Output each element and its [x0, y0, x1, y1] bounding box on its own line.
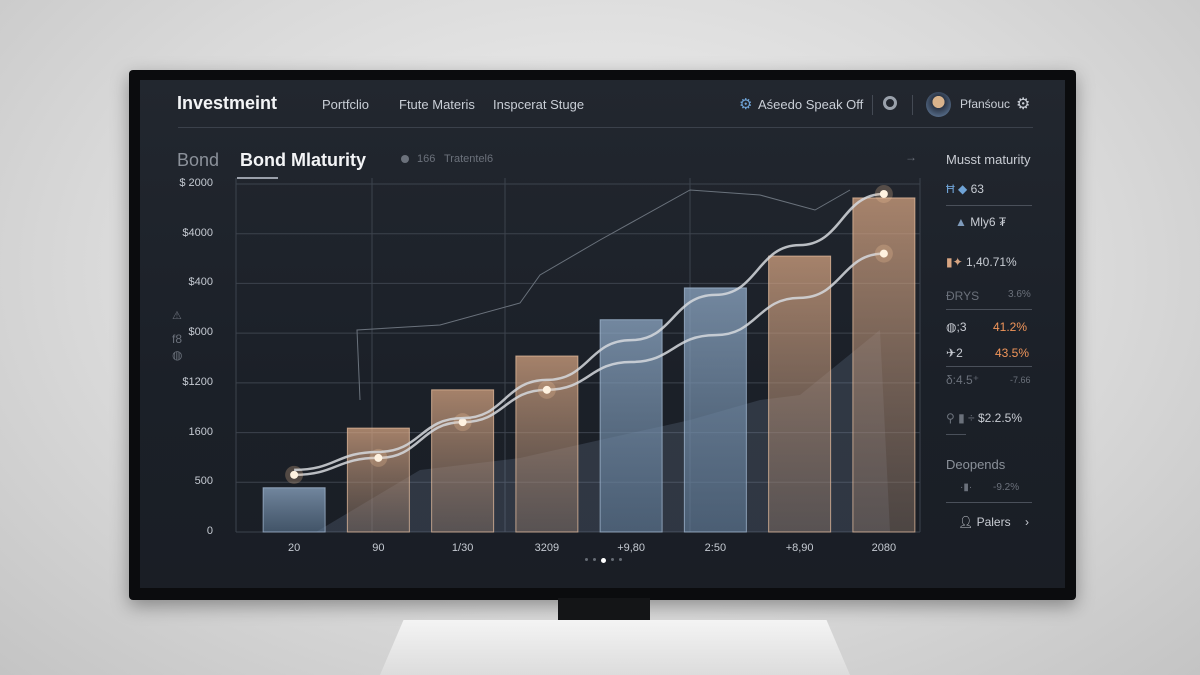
sidebar-row-2: ▲ Mly6 ₮: [955, 215, 1006, 229]
row-4-label: ĐRYS: [946, 289, 980, 303]
active-tab-underline: [237, 177, 278, 179]
indicator-count: 166: [417, 153, 436, 165]
row-9-value: -9.2%: [993, 482, 1020, 493]
row-6-value: 43.5%: [995, 346, 1030, 360]
person-icon: ⚲ ▮ ÷: [946, 411, 978, 425]
y-tick-label: 500: [194, 475, 213, 488]
bar: [599, 319, 663, 533]
x-tick-label: 3209: [534, 542, 560, 554]
user-icon: 👤︎: [958, 515, 977, 529]
x-tick-label: 90: [372, 542, 385, 554]
divider: [872, 95, 873, 115]
row-2-value: Mly6 ₮: [970, 215, 1007, 229]
x-tick-label: +8,90: [785, 542, 814, 554]
page-dot[interactable]: [585, 558, 588, 561]
plane-icon: ✈: [946, 346, 957, 360]
data-point: [879, 189, 888, 198]
sidebar-row-6: ✈2: [946, 346, 963, 360]
bar: [262, 487, 326, 533]
x-tick-label: 2080: [871, 542, 897, 554]
nav-future-materials[interactable]: Ftute Materis: [399, 97, 475, 112]
y-tick-label: 0: [206, 525, 213, 537]
row-7-value: -7.66: [1010, 375, 1031, 385]
divider: [946, 205, 1032, 206]
divider: [912, 95, 913, 115]
app-brand: Investmeint: [177, 93, 278, 113]
chevron-right-icon[interactable]: ›: [1025, 515, 1029, 529]
divider: [946, 502, 1032, 503]
data-point: [290, 470, 299, 479]
bar: [515, 355, 579, 533]
page-dot[interactable]: [601, 558, 606, 563]
status-dot-icon: [401, 155, 409, 163]
sidebar-title: Musst maturity: [946, 152, 1031, 167]
row-8-value: $2.2.5%: [977, 411, 1023, 425]
data-point: [542, 385, 551, 394]
row-3-value: 1,40.71%: [966, 255, 1017, 269]
globe-icon: ◍: [172, 348, 183, 362]
sidebar-row-3: ▮✦ 1,40.71%: [946, 255, 1017, 269]
divider: [946, 366, 1032, 367]
data-point: [458, 418, 467, 427]
settings-gear-icon[interactable]: ⚙: [1016, 96, 1031, 113]
row-5-value: 41.2%: [993, 320, 1028, 334]
collapse-icon[interactable]: →: [905, 150, 917, 164]
x-tick-label: 1/30: [451, 542, 474, 554]
data-point: [879, 249, 888, 258]
avatar[interactable]: [926, 92, 951, 117]
y-tick-label: $ 2000: [179, 177, 213, 189]
x-tick-label: 2:50: [704, 542, 727, 554]
search-icon[interactable]: [883, 96, 897, 110]
bar: [346, 427, 410, 533]
tab-bond[interactable]: Bond: [177, 150, 220, 170]
y-tick-label: $000: [188, 326, 213, 339]
monitor-stand-base: [380, 620, 850, 675]
chart-icon: Ħ ◆: [946, 182, 971, 196]
bar: [683, 287, 747, 533]
trend-line: [294, 192, 884, 472]
section-depends: Deopends: [946, 457, 1006, 472]
row-1-value: 63: [970, 182, 984, 196]
y-tick-label: $400: [188, 276, 213, 289]
globe-icon: ◍: [946, 320, 957, 334]
signal-icon: ·▮·: [960, 482, 973, 493]
sidebar-row-1: Ħ ◆ 63: [946, 182, 984, 196]
y-tick-label: $4000: [182, 226, 213, 239]
row-6-label: 2: [956, 346, 963, 360]
bars-icon: ▮✦: [946, 255, 966, 269]
speak-toggle[interactable]: Aśeedo Speak Off: [758, 97, 864, 112]
left-axis-label: f8: [172, 332, 183, 346]
pagination-dots[interactable]: [585, 558, 622, 563]
row-7-label: δ:4.5⁺: [946, 373, 980, 387]
players-label: Palers: [976, 515, 1011, 529]
row-4-value: 3.6%: [1008, 289, 1031, 300]
indicator-label: Tratentel6: [444, 153, 494, 165]
page-dot[interactable]: [611, 558, 614, 561]
tab-bond-maturity[interactable]: Bond Mlaturity: [240, 150, 366, 170]
background-trend-line: [356, 189, 851, 401]
warning-icon: ⚠: [172, 310, 182, 322]
nav-inspect-stage[interactable]: Inspcerat Stuge: [493, 97, 585, 112]
bar: [431, 389, 495, 533]
x-tick-label: 20: [288, 542, 301, 554]
sidebar-row-5: ◍;3: [946, 320, 967, 334]
gear-icon: ⚙: [739, 96, 753, 113]
mountain-icon: ▲: [955, 215, 971, 229]
user-name[interactable]: Pfanśouc: [960, 97, 1011, 111]
trend-line: [294, 252, 884, 477]
page-dot[interactable]: [619, 558, 622, 561]
row-5-label: ;3: [956, 320, 967, 334]
divider: [946, 309, 1032, 310]
x-tick-label: +9,80: [617, 542, 646, 554]
data-point: [374, 453, 383, 462]
sidebar-row-8: ⚲ ▮ ÷ $2.2.5%: [946, 411, 1022, 425]
y-tick-label: $1200: [182, 375, 213, 388]
divider: [946, 434, 966, 435]
header-divider: [178, 127, 1033, 128]
players-link[interactable]: 👤︎ Palers: [958, 515, 1011, 529]
y-tick-label: 1600: [188, 425, 213, 438]
nav-portfolio[interactable]: Portfclio: [322, 97, 369, 112]
page-dot[interactable]: [593, 558, 596, 561]
